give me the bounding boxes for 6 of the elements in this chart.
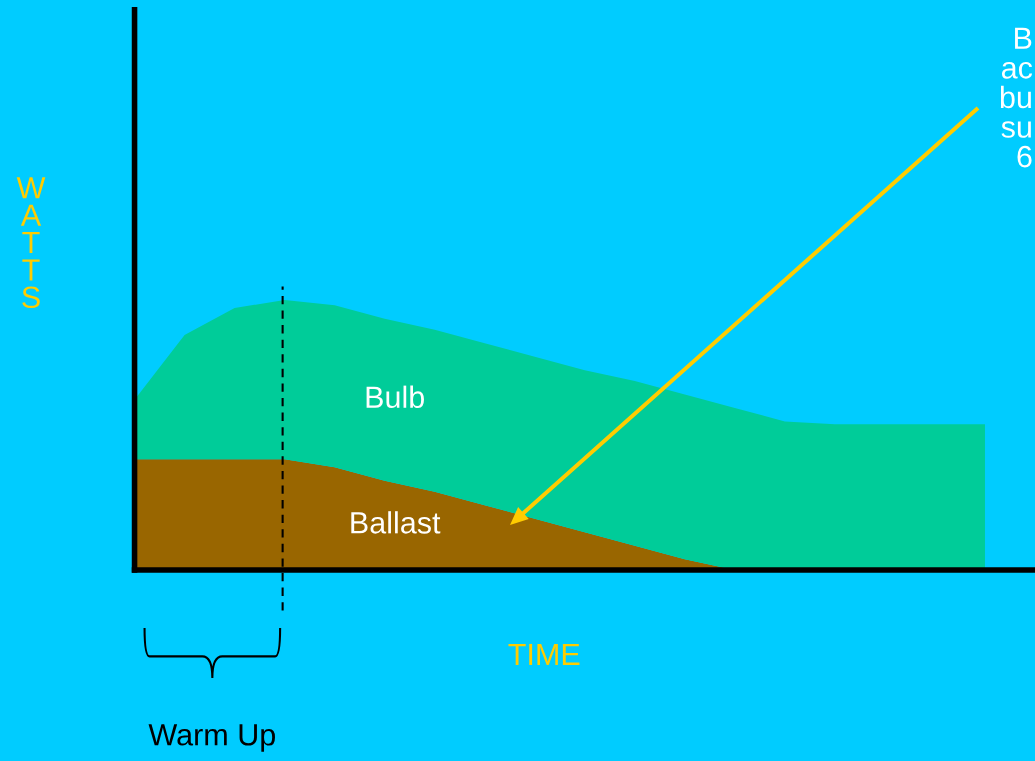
x-axis-title: TIME xyxy=(508,643,580,665)
text: B ac bu su 6 xyxy=(1000,27,1033,168)
series-label: Ballast xyxy=(351,511,441,534)
y-axis-title: W A T T S xyxy=(16,177,46,309)
text: Warm Up xyxy=(148,724,275,752)
series-label: Bulb xyxy=(366,385,424,409)
